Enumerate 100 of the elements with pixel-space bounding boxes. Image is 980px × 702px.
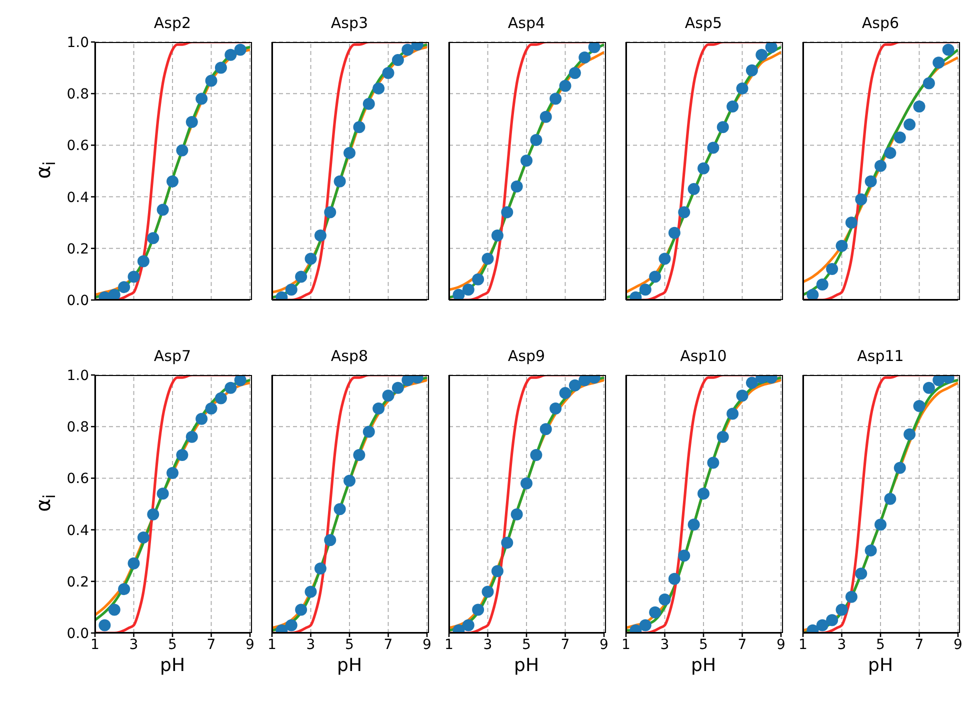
point [118,281,130,294]
point [472,273,484,286]
point [884,492,896,505]
point [344,146,356,159]
x-tick-label: 1 [90,636,100,653]
point [295,270,308,283]
point [716,121,729,134]
point [756,48,768,61]
point [214,392,227,404]
point [392,54,404,66]
point [540,423,552,436]
point [736,390,748,402]
point [520,154,532,167]
point [698,488,710,500]
point [108,604,120,616]
chart-title: Asp8 [330,347,370,365]
point [224,382,237,394]
point [137,532,150,544]
x-axis-title: pH [336,655,363,676]
chart-title: Asp6 [860,14,900,32]
point [894,462,906,474]
point [678,550,690,562]
point [372,82,385,94]
point [559,80,572,92]
x-tick-label: 3 [129,636,138,653]
point [530,448,542,461]
point [304,586,317,598]
point [353,448,366,461]
x-tick-label: 1 [268,636,276,653]
point [845,590,858,603]
point [864,544,877,556]
point [344,474,356,487]
point [639,284,652,296]
point [285,284,298,296]
point [324,534,336,546]
point [765,42,778,54]
point [205,402,218,415]
x-tick-label: 1 [622,636,630,653]
x-tick-label: 5 [168,636,177,653]
x-tick-label: 9 [776,636,786,653]
point [588,42,600,54]
point [314,230,326,242]
point [491,565,504,578]
point [816,278,828,291]
point [176,144,188,156]
point [285,619,298,632]
point [147,508,160,520]
point [707,456,720,469]
y-tick-label: 0.4 [66,522,90,539]
point [688,183,700,196]
point [156,488,169,500]
y-tick-label: 0.6 [66,471,90,488]
point [913,100,926,112]
point [362,98,375,110]
point [578,51,591,64]
point [118,583,130,596]
point [864,175,877,188]
point [402,44,414,56]
y-tick-label: 0.0 [66,292,89,309]
point [510,180,523,192]
x-tick-label: 3 [483,636,492,653]
point [568,66,581,79]
point [716,430,729,443]
point [452,288,465,300]
x-tick-label: 5 [522,636,531,653]
point [816,619,828,632]
chart-title: Asp3 [330,14,370,32]
point [108,288,120,300]
point [334,175,346,188]
point [639,619,652,632]
point [98,619,111,632]
chart-title: Asp2 [152,14,192,32]
x-tick-label: 9 [422,636,432,653]
point [559,387,572,400]
point [874,160,886,172]
chart-title: Asp11 [856,347,905,365]
point [845,216,858,229]
point [922,77,935,90]
x-axis-title: pH [159,655,186,676]
point [462,284,474,296]
point [826,263,838,276]
point [726,100,739,112]
x-axis-title: pH [690,655,717,676]
point [224,48,237,61]
point [942,44,954,56]
x-tick-label: 5 [699,636,708,653]
point [462,619,474,632]
point [836,604,848,616]
point [196,92,208,105]
point [510,508,523,520]
x-axis-title: pH [867,655,894,676]
point [196,412,208,425]
point [530,134,542,146]
point [166,467,178,480]
chart-title: Asp7 [152,347,192,365]
point [362,426,375,438]
point [176,448,188,461]
point [472,604,484,616]
point [904,428,916,440]
point [649,270,662,283]
